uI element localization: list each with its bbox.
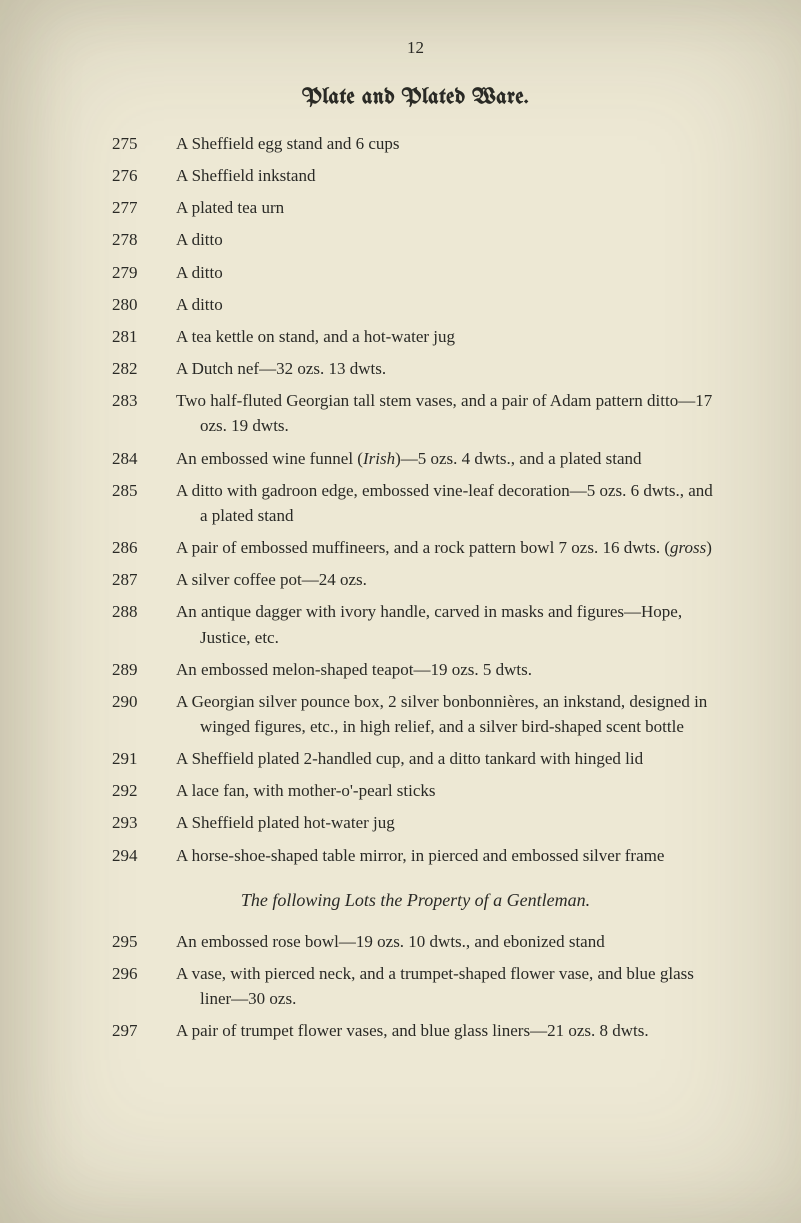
lot-entry: 286A pair of embossed muffineers, and a …: [108, 535, 723, 560]
lot-number: 278: [108, 227, 176, 252]
lot-description: A Georgian silver pounce box, 2 silver b…: [176, 689, 723, 739]
lot-description: A ditto: [176, 292, 723, 317]
lot-description: A ditto: [176, 260, 723, 285]
lot-number: 292: [108, 778, 176, 803]
lot-entry: 296A vase, with pierced neck, and a trum…: [108, 961, 723, 1011]
lot-entry: 275A Sheffield egg stand and 6 cups: [108, 131, 723, 156]
lot-description: A Sheffield egg stand and 6 cups: [176, 131, 723, 156]
lot-entry: 287A silver coffee pot—24 ozs.: [108, 567, 723, 592]
italic-text: gross: [670, 538, 706, 557]
lot-description: A Sheffield plated 2-handled cup, and a …: [176, 746, 723, 771]
lot-entry: 278A ditto: [108, 227, 723, 252]
lot-number: 281: [108, 324, 176, 349]
lot-description: A ditto with gadroon edge, embossed vine…: [176, 478, 723, 528]
lot-description: An embossed rose bowl—19 ozs. 10 dwts., …: [176, 929, 723, 954]
lot-entry: 276A Sheffield inkstand: [108, 163, 723, 188]
lot-entry: 277A plated tea urn: [108, 195, 723, 220]
lot-number: 296: [108, 961, 176, 986]
lot-number: 275: [108, 131, 176, 156]
lot-entry: 288An antique dagger with ivory handle, …: [108, 599, 723, 649]
page-number: 12: [108, 38, 723, 58]
lot-entry: 283Two half-fluted Georgian tall stem va…: [108, 388, 723, 438]
lot-entry: 285A ditto with gadroon edge, embossed v…: [108, 478, 723, 528]
lot-number: 277: [108, 195, 176, 220]
lot-number: 276: [108, 163, 176, 188]
subheading: The following Lots the Property of a Gen…: [108, 890, 723, 911]
lot-number: 297: [108, 1018, 176, 1043]
lot-entry: 294A horse-shoe-shaped table mirror, in …: [108, 843, 723, 868]
lot-description: A Sheffield plated hot-water jug: [176, 810, 723, 835]
lot-number: 284: [108, 446, 176, 471]
lot-number: 290: [108, 689, 176, 714]
lot-number: 289: [108, 657, 176, 682]
italic-text: Irish: [363, 449, 395, 468]
lot-number: 291: [108, 746, 176, 771]
lot-number: 293: [108, 810, 176, 835]
lot-number: 286: [108, 535, 176, 560]
lot-number: 287: [108, 567, 176, 592]
lot-description: An embossed wine funnel (Irish)—5 ozs. 4…: [176, 446, 723, 471]
lot-list: 275A Sheffield egg stand and 6 cups276A …: [108, 131, 723, 868]
lot-number: 283: [108, 388, 176, 413]
lot-entry: 293A Sheffield plated hot-water jug: [108, 810, 723, 835]
lot-entry: 297A pair of trumpet flower vases, and b…: [108, 1018, 723, 1043]
lot-description: A Sheffield inkstand: [176, 163, 723, 188]
lot-entry: 280A ditto: [108, 292, 723, 317]
lot-entry: 284An embossed wine funnel (Irish)—5 ozs…: [108, 446, 723, 471]
lot-entry: 289An embossed melon-shaped teapot—19 oz…: [108, 657, 723, 682]
lot-entry: 290A Georgian silver pounce box, 2 silve…: [108, 689, 723, 739]
lot-number: 294: [108, 843, 176, 868]
lot-entry: 295An embossed rose bowl—19 ozs. 10 dwts…: [108, 929, 723, 954]
lot-description: A ditto: [176, 227, 723, 252]
lot-description: A tea kettle on stand, and a hot-water j…: [176, 324, 723, 349]
lot-list-2: 295An embossed rose bowl—19 ozs. 10 dwts…: [108, 929, 723, 1044]
lot-entry: 281A tea kettle on stand, and a hot-wate…: [108, 324, 723, 349]
lot-description: Two half-fluted Georgian tall stem vases…: [176, 388, 723, 438]
lot-entry: 282A Dutch nef—32 ozs. 13 dwts.: [108, 356, 723, 381]
lot-description: A Dutch nef—32 ozs. 13 dwts.: [176, 356, 723, 381]
lot-number: 295: [108, 929, 176, 954]
lot-description: An antique dagger with ivory handle, car…: [176, 599, 723, 649]
lot-entry: 279A ditto: [108, 260, 723, 285]
lot-number: 288: [108, 599, 176, 624]
lot-description: An embossed melon-shaped teapot—19 ozs. …: [176, 657, 723, 682]
lot-description: A pair of embossed muffineers, and a roc…: [176, 535, 723, 560]
page: 12 Plate and Plated Ware. 275A Sheffield…: [0, 0, 801, 1090]
lot-number: 282: [108, 356, 176, 381]
lot-entry: 292A lace fan, with mother-o'-pearl stic…: [108, 778, 723, 803]
lot-description: A lace fan, with mother-o'-pearl sticks: [176, 778, 723, 803]
lot-number: 279: [108, 260, 176, 285]
lot-description: A horse-shoe-shaped table mirror, in pie…: [176, 843, 723, 868]
lot-description: A plated tea urn: [176, 195, 723, 220]
lot-description: A pair of trumpet flower vases, and blue…: [176, 1018, 723, 1043]
lot-entry: 291A Sheffield plated 2-handled cup, and…: [108, 746, 723, 771]
lot-number: 285: [108, 478, 176, 503]
lot-number: 280: [108, 292, 176, 317]
lot-description: A vase, with pierced neck, and a trumpet…: [176, 961, 723, 1011]
lot-description: A silver coffee pot—24 ozs.: [176, 567, 723, 592]
section-heading: Plate and Plated Ware.: [108, 86, 723, 109]
